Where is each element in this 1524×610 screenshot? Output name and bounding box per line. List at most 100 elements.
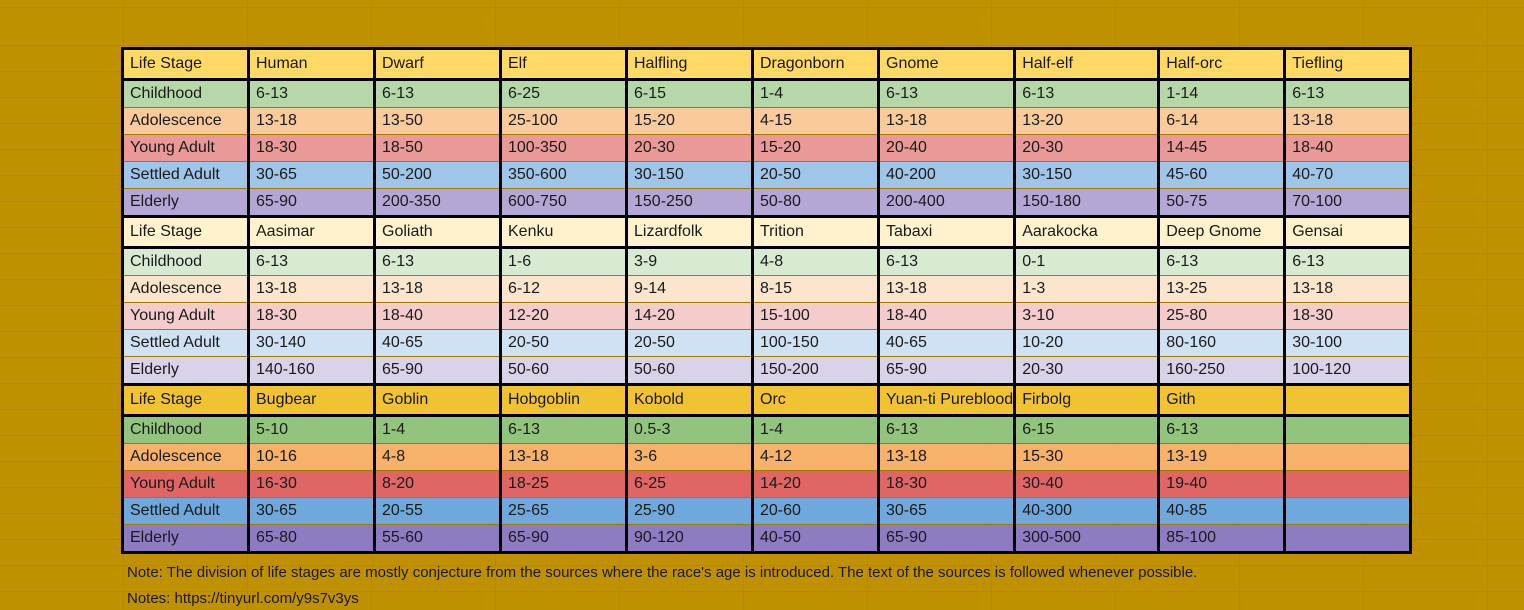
- age-range-cell[interactable]: 6-13: [373, 247, 502, 276]
- age-range-cell[interactable]: 6-13: [1157, 247, 1287, 276]
- age-range-cell[interactable]: 6-13: [373, 79, 502, 108]
- stage-label-cell[interactable]: Childhood: [121, 415, 250, 444]
- age-range-cell[interactable]: 6-13: [1157, 415, 1287, 444]
- age-range-cell[interactable]: 65-90: [373, 356, 502, 386]
- age-range-cell[interactable]: 65-90: [876, 524, 1017, 554]
- age-range-cell[interactable]: 4-12: [751, 443, 880, 471]
- race-header-cell[interactable]: Dwarf: [373, 47, 502, 81]
- stage-label-cell[interactable]: Young Adult: [121, 470, 250, 498]
- age-range-cell[interactable]: 6-13: [876, 79, 1017, 108]
- age-range-cell[interactable]: 6-13: [247, 79, 376, 108]
- age-range-cell[interactable]: 30-140: [247, 329, 376, 357]
- age-range-cell[interactable]: 6-13: [876, 247, 1017, 276]
- notes-link-text[interactable]: Notes: https://tinyurl.com/y9s7v3ys: [127, 590, 359, 607]
- race-header-cell[interactable]: Tiefling: [1283, 47, 1413, 81]
- age-range-cell[interactable]: 25-80: [1157, 302, 1287, 330]
- race-header-cell[interactable]: Aasimar: [247, 215, 376, 249]
- age-range-cell[interactable]: 20-40: [876, 134, 1017, 162]
- race-header-cell[interactable]: Aarakocka: [1013, 215, 1161, 249]
- age-range-cell[interactable]: 40-70: [1283, 161, 1413, 189]
- age-range-cell[interactable]: 6-13: [499, 415, 628, 444]
- age-range-cell[interactable]: 15-20: [751, 134, 880, 162]
- age-range-cell[interactable]: 15-30: [1013, 443, 1161, 471]
- race-header-cell[interactable]: Lizardfolk: [625, 215, 754, 249]
- age-range-cell[interactable]: 100-150: [751, 329, 880, 357]
- age-range-cell[interactable]: 5-10: [247, 415, 376, 444]
- stage-label-cell[interactable]: Elderly: [121, 524, 250, 554]
- age-range-cell[interactable]: [1283, 524, 1413, 554]
- race-header-cell[interactable]: Deep Gnome: [1157, 215, 1287, 249]
- age-range-cell[interactable]: 200-350: [373, 188, 502, 218]
- age-range-cell[interactable]: 18-40: [876, 302, 1017, 330]
- age-range-cell[interactable]: 13-18: [876, 107, 1017, 135]
- age-range-cell[interactable]: 40-300: [1013, 497, 1161, 525]
- age-range-cell[interactable]: 40-85: [1157, 497, 1287, 525]
- age-range-cell[interactable]: 160-250: [1157, 356, 1287, 386]
- age-range-cell[interactable]: 150-250: [625, 188, 754, 218]
- age-range-cell[interactable]: 50-80: [751, 188, 880, 218]
- age-range-cell[interactable]: 6-25: [499, 79, 628, 108]
- age-range-cell[interactable]: 25-65: [499, 497, 628, 525]
- age-range-cell[interactable]: 0.5-3: [625, 415, 754, 444]
- age-range-cell[interactable]: 14-20: [625, 302, 754, 330]
- age-range-cell[interactable]: 13-18: [1283, 107, 1413, 135]
- age-range-cell[interactable]: 3-6: [625, 443, 754, 471]
- age-range-cell[interactable]: 3-9: [625, 247, 754, 276]
- age-range-cell[interactable]: 65-90: [247, 188, 376, 218]
- age-range-cell[interactable]: 20-60: [751, 497, 880, 525]
- life-stage-header-cell[interactable]: Life Stage: [121, 215, 250, 249]
- age-range-cell[interactable]: 13-25: [1157, 275, 1287, 303]
- age-range-cell[interactable]: 30-150: [625, 161, 754, 189]
- age-range-cell[interactable]: [1283, 443, 1413, 471]
- stage-label-cell[interactable]: Elderly: [121, 356, 250, 386]
- age-range-cell[interactable]: 13-18: [1283, 275, 1413, 303]
- age-range-cell[interactable]: 6-25: [625, 470, 754, 498]
- race-header-cell[interactable]: Elf: [499, 47, 628, 81]
- race-header-cell[interactable]: Halfling: [625, 47, 754, 81]
- stage-label-cell[interactable]: Young Adult: [121, 134, 250, 162]
- stage-label-cell[interactable]: Adolescence: [121, 107, 250, 135]
- age-range-cell[interactable]: 150-200: [751, 356, 880, 386]
- age-range-cell[interactable]: 85-100: [1157, 524, 1287, 554]
- age-range-cell[interactable]: [1283, 415, 1413, 444]
- age-range-cell[interactable]: [1283, 497, 1413, 525]
- age-range-cell[interactable]: 1-4: [751, 79, 880, 108]
- age-range-cell[interactable]: 8-20: [373, 470, 502, 498]
- age-range-cell[interactable]: 18-30: [876, 470, 1017, 498]
- age-range-cell[interactable]: 50-75: [1157, 188, 1287, 218]
- age-range-cell[interactable]: 20-50: [499, 329, 628, 357]
- age-range-cell[interactable]: 9-14: [625, 275, 754, 303]
- age-range-cell[interactable]: 50-60: [625, 356, 754, 386]
- age-range-cell[interactable]: 18-50: [373, 134, 502, 162]
- age-range-cell[interactable]: 13-18: [247, 107, 376, 135]
- age-range-cell[interactable]: 4-15: [751, 107, 880, 135]
- age-range-cell[interactable]: 65-80: [247, 524, 376, 554]
- age-range-cell[interactable]: 90-120: [625, 524, 754, 554]
- stage-label-cell[interactable]: Young Adult: [121, 302, 250, 330]
- race-header-cell[interactable]: Tabaxi: [876, 215, 1017, 249]
- age-range-cell[interactable]: 6-13: [876, 415, 1017, 444]
- age-range-cell[interactable]: 18-40: [1283, 134, 1413, 162]
- age-range-cell[interactable]: 6-13: [1013, 79, 1161, 108]
- age-range-cell[interactable]: 6-15: [1013, 415, 1161, 444]
- age-range-cell[interactable]: 18-30: [1283, 302, 1413, 330]
- race-header-cell[interactable]: Goblin: [373, 383, 502, 417]
- stage-label-cell[interactable]: Settled Adult: [121, 497, 250, 525]
- stage-label-cell[interactable]: Elderly: [121, 188, 250, 218]
- age-range-cell[interactable]: 20-30: [1013, 134, 1161, 162]
- age-range-cell[interactable]: 1-14: [1157, 79, 1287, 108]
- age-range-cell[interactable]: 13-18: [876, 275, 1017, 303]
- race-header-cell[interactable]: Trition: [751, 215, 880, 249]
- age-range-cell[interactable]: 350-600: [499, 161, 628, 189]
- age-range-cell[interactable]: 80-160: [1157, 329, 1287, 357]
- race-header-cell[interactable]: Kenku: [499, 215, 628, 249]
- age-range-cell[interactable]: 13-18: [247, 275, 376, 303]
- age-range-cell[interactable]: 18-30: [247, 134, 376, 162]
- age-range-cell[interactable]: 15-20: [625, 107, 754, 135]
- race-header-cell[interactable]: Gnome: [876, 47, 1017, 81]
- age-range-cell[interactable]: 13-50: [373, 107, 502, 135]
- age-range-cell[interactable]: 13-18: [876, 443, 1017, 471]
- age-range-cell[interactable]: 100-350: [499, 134, 628, 162]
- age-range-cell[interactable]: 1-4: [751, 415, 880, 444]
- age-range-cell[interactable]: 30-150: [1013, 161, 1161, 189]
